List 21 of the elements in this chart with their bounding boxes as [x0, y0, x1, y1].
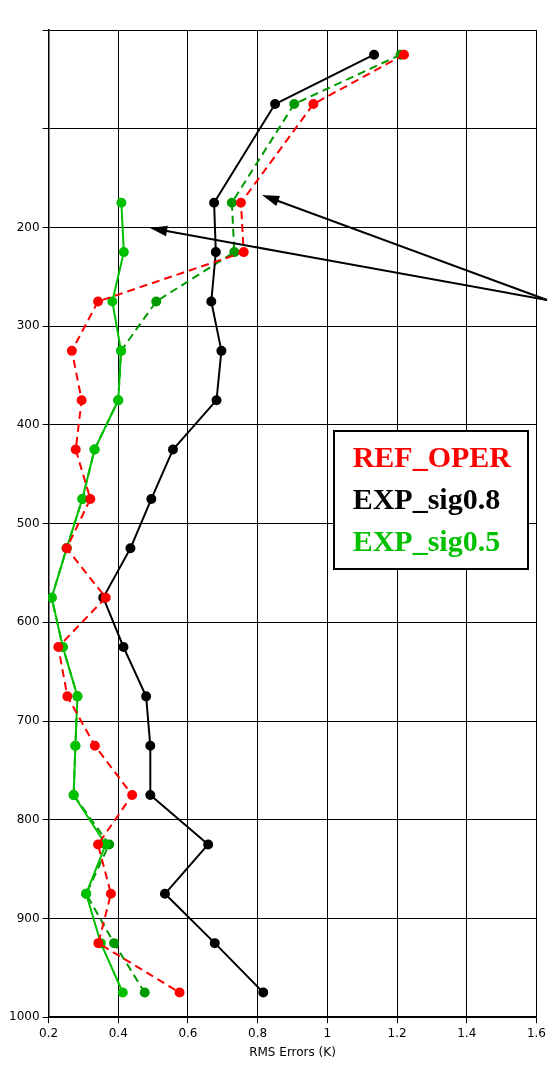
x-tick-label: 0.8	[248, 1025, 268, 1040]
x-tick-label: 1.4	[457, 1025, 477, 1040]
text: EXP_sig0.8	[352, 481, 502, 517]
x-tick-label: 0.4	[108, 1025, 128, 1040]
y-tick-label: 600	[16, 614, 40, 629]
y-tick-label: 800	[16, 811, 40, 826]
text: EXP_sig0.5	[352, 523, 502, 559]
text: REF_OPER	[352, 439, 511, 475]
y-tick-label: 700	[16, 713, 40, 728]
x-axis-title: RMS Errors (K)	[249, 1044, 336, 1059]
y-tick-label: 900	[16, 910, 40, 925]
x-tick-label: 0.2	[38, 1025, 59, 1040]
y-tick-label: 200	[16, 219, 40, 234]
x-tick-label: 1	[323, 1025, 332, 1040]
x-tick-label: 1.2	[387, 1025, 407, 1040]
x-tick-label: 0.6	[178, 1025, 198, 1040]
x-tick-label: 1.6	[526, 1025, 546, 1040]
y-tick-label: 400	[16, 417, 40, 432]
y-tick-label: 300	[16, 318, 40, 333]
y-tick-label: 1000	[8, 1009, 40, 1024]
y-tick-label: 500	[16, 515, 40, 530]
